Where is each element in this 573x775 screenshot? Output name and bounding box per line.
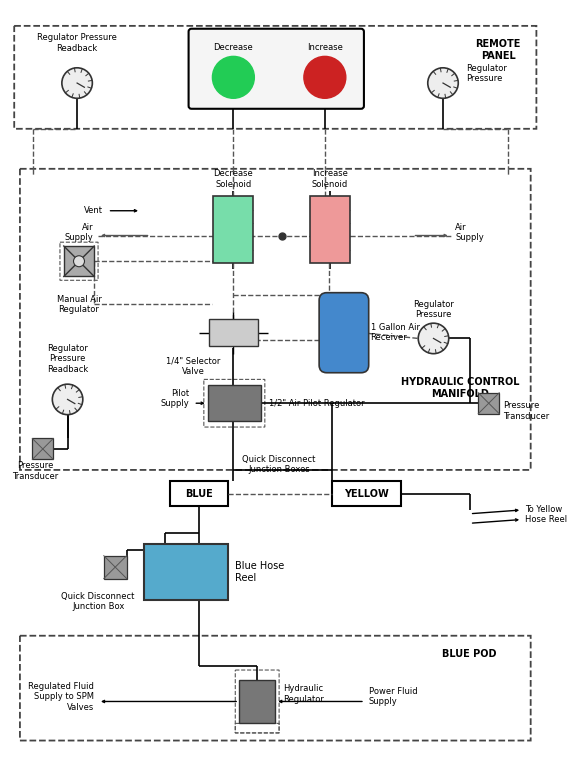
Bar xyxy=(213,196,253,264)
Text: Air
Supply: Air Supply xyxy=(456,223,484,243)
Bar xyxy=(64,246,94,277)
Text: YELLOW: YELLOW xyxy=(344,489,389,499)
Text: Quick Disconnect
Junction Boxes: Quick Disconnect Junction Boxes xyxy=(242,454,316,474)
Text: Power Fluid
Supply: Power Fluid Supply xyxy=(368,687,417,706)
Circle shape xyxy=(213,57,254,98)
Circle shape xyxy=(418,323,449,353)
Text: Pressure
Transducer: Pressure Transducer xyxy=(12,461,58,480)
Bar xyxy=(207,385,261,422)
Bar xyxy=(309,196,350,264)
Circle shape xyxy=(428,67,458,98)
Bar xyxy=(332,481,401,506)
Bar xyxy=(239,680,275,723)
Text: Increase: Increase xyxy=(307,43,343,52)
Text: Quick Disconnect
Junction Box: Quick Disconnect Junction Box xyxy=(61,592,135,611)
Text: Increase
Solenoid: Increase Solenoid xyxy=(312,170,348,189)
Text: Decrease
Solenoid: Decrease Solenoid xyxy=(214,170,253,189)
Bar xyxy=(104,556,127,579)
Bar xyxy=(144,544,227,600)
Text: Vent: Vent xyxy=(84,206,103,215)
Text: Regulated Fluid
Supply to SPM
Valves: Regulated Fluid Supply to SPM Valves xyxy=(29,682,94,711)
Text: Decrease: Decrease xyxy=(214,43,253,52)
Text: 1 Gallon Air
Receiver: 1 Gallon Air Receiver xyxy=(371,323,419,343)
Text: Regulator
Pressure
Readback: Regulator Pressure Readback xyxy=(47,344,88,374)
Circle shape xyxy=(52,384,83,415)
Bar xyxy=(171,481,227,506)
Text: Regulator
Pressure: Regulator Pressure xyxy=(466,64,507,83)
Text: Pressure
Transducer: Pressure Transducer xyxy=(503,401,550,421)
Bar xyxy=(478,393,499,414)
Text: BLUE: BLUE xyxy=(185,489,213,499)
Bar xyxy=(32,439,53,460)
Text: To Yellow
Hose Reel: To Yellow Hose Reel xyxy=(525,505,567,525)
Text: Air
Supply: Air Supply xyxy=(65,223,93,243)
Text: 1/4" Selector
Valve: 1/4" Selector Valve xyxy=(166,356,221,376)
FancyBboxPatch shape xyxy=(189,29,364,108)
Text: Regulator Pressure
Readback: Regulator Pressure Readback xyxy=(37,33,117,53)
Text: Regulator
Pressure: Regulator Pressure xyxy=(413,300,454,319)
Text: HYDRAULIC CONTROL
MANIFOLD: HYDRAULIC CONTROL MANIFOLD xyxy=(401,377,519,399)
Circle shape xyxy=(62,67,92,98)
Text: Blue Hose
Reel: Blue Hose Reel xyxy=(236,561,285,583)
FancyBboxPatch shape xyxy=(319,293,368,373)
Text: Hydraulic
Regulator: Hydraulic Regulator xyxy=(283,684,324,704)
Circle shape xyxy=(304,57,346,98)
Text: REMOTE
PANEL: REMOTE PANEL xyxy=(476,40,521,60)
Circle shape xyxy=(73,256,84,267)
Text: 1/2" Air Pilot Regulator: 1/2" Air Pilot Regulator xyxy=(269,398,364,408)
Text: Pilot
Supply: Pilot Supply xyxy=(161,389,190,408)
Text: BLUE POD: BLUE POD xyxy=(442,649,497,659)
Bar xyxy=(209,319,258,346)
Text: Manual Air
Regulator: Manual Air Regulator xyxy=(57,294,101,314)
